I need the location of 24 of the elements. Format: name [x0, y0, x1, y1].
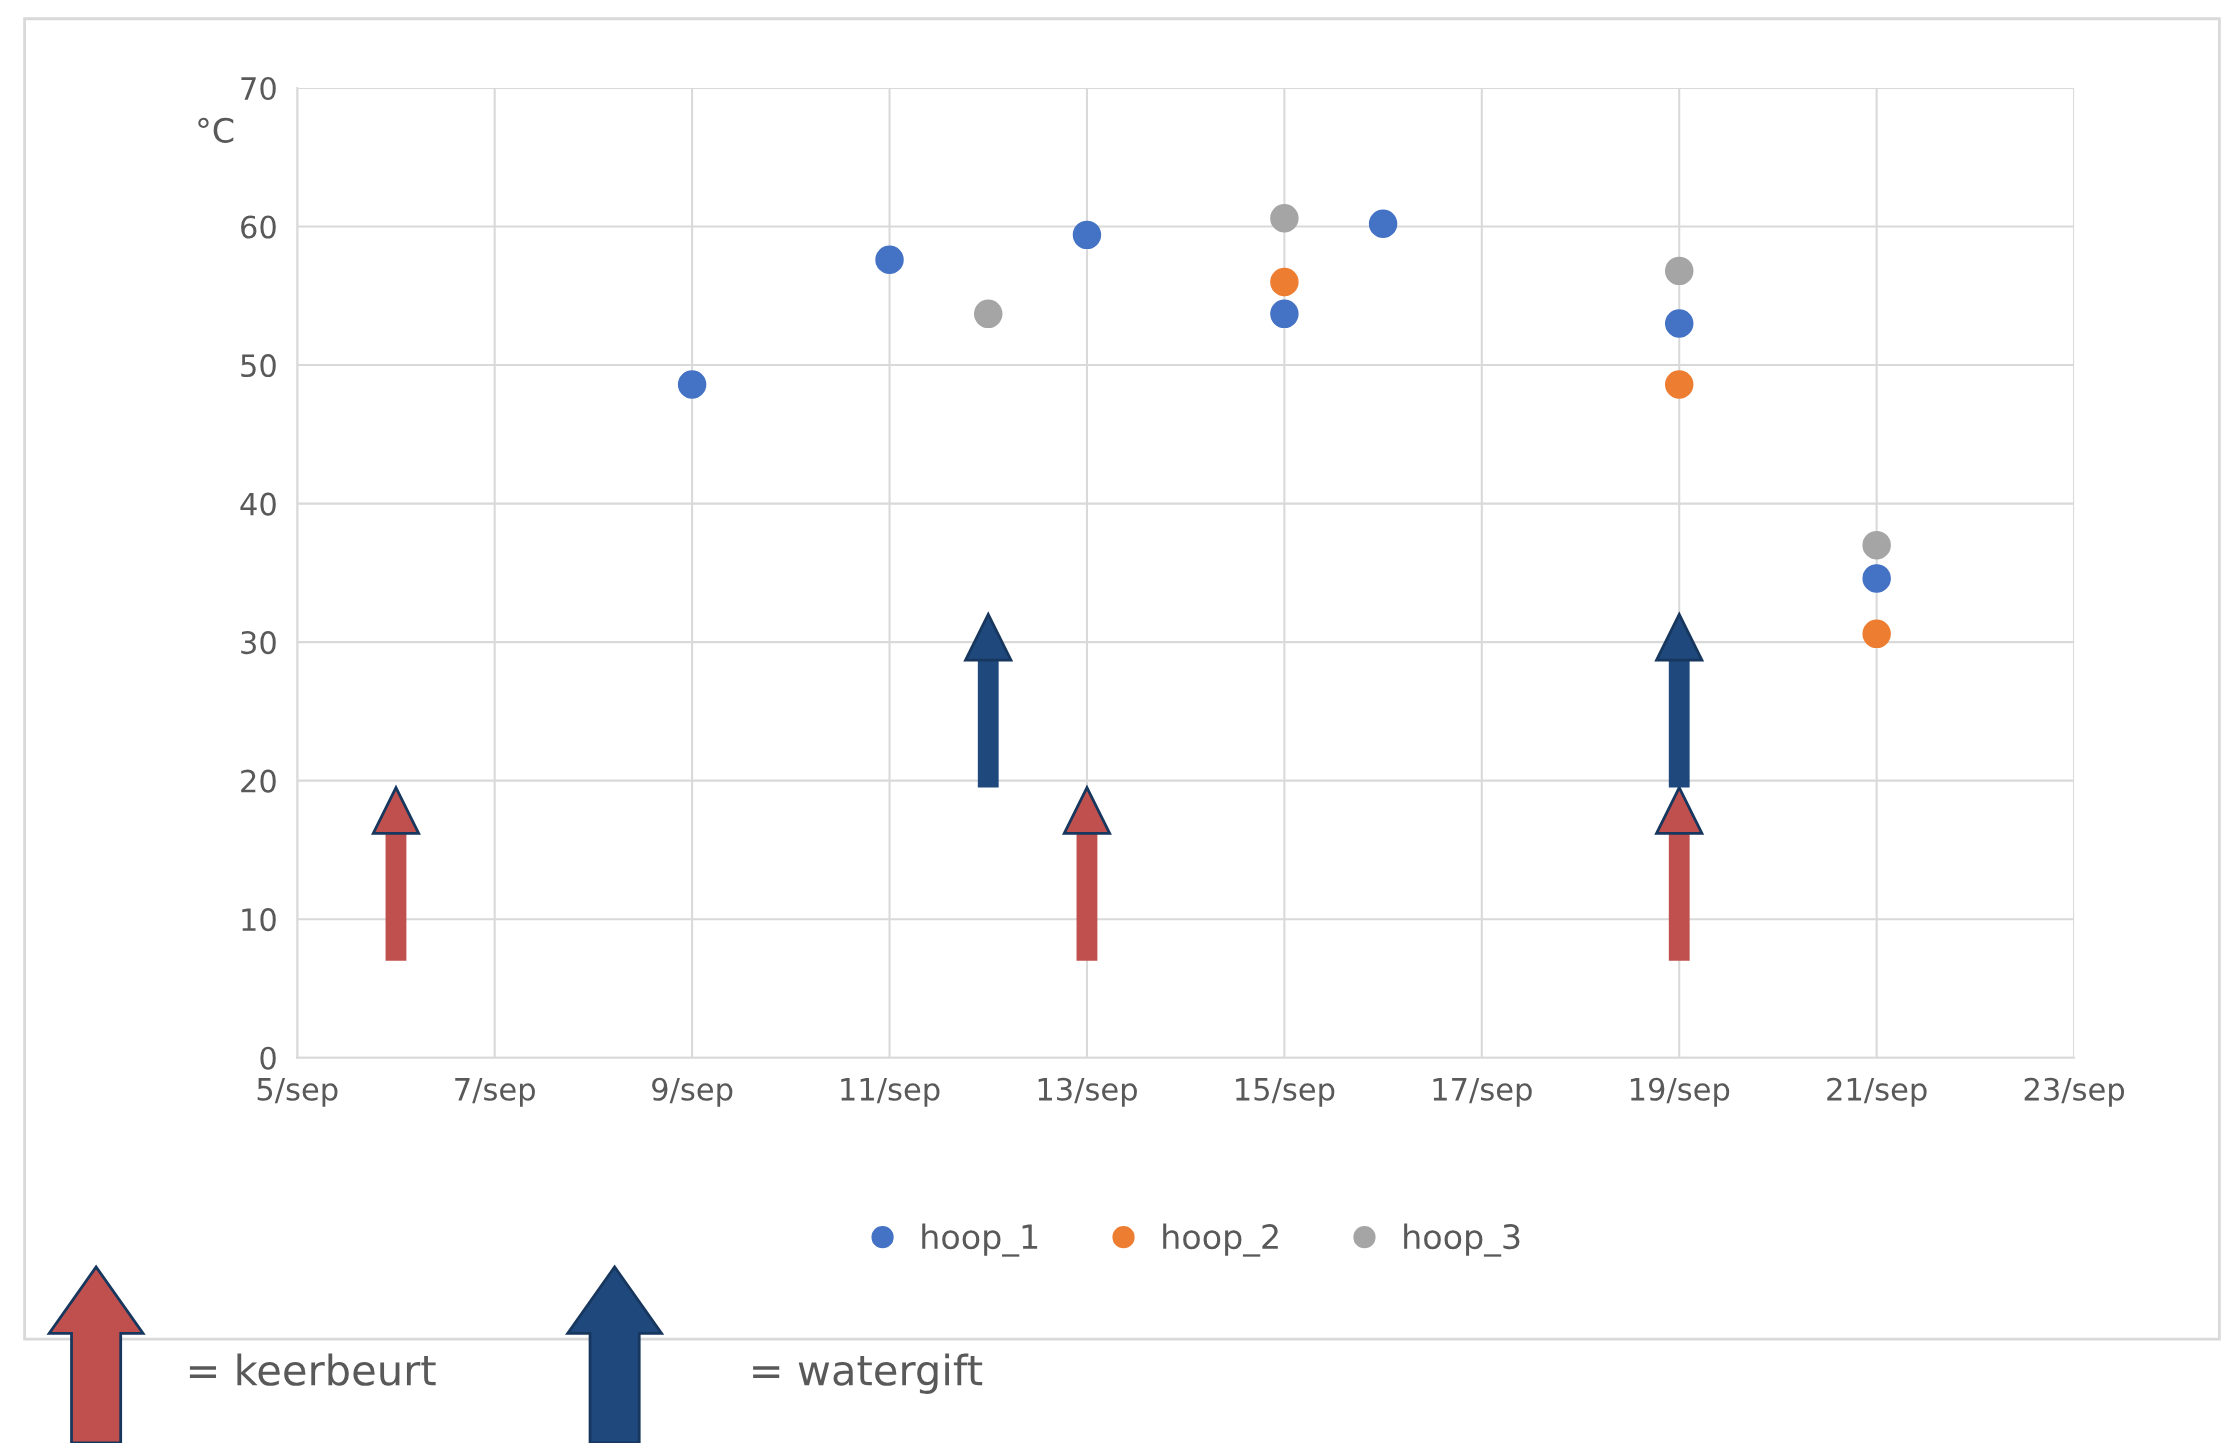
legend-label: hoop_2	[1163, 1223, 1278, 1257]
x-tick-label: 13/sep	[1038, 1077, 1137, 1107]
x-tick-label: 11/sep	[841, 1078, 940, 1107]
x-tick-label: 21/sep	[1827, 1077, 1927, 1107]
x-tick-label: 5/sep	[257, 1078, 338, 1107]
y-axis-title: °C	[198, 117, 234, 143]
x-tick-label: 15/sep	[1236, 1078, 1335, 1107]
y-tick-label: 0	[260, 1046, 276, 1070]
x-tick-label: 19/sep	[1630, 1077, 1730, 1107]
y-tick-label: 60	[241, 215, 276, 239]
y-tick-label: 40	[240, 492, 276, 516]
y-tick-label: 50	[241, 354, 276, 378]
x-tick-label: 23/sep	[2024, 1077, 2125, 1107]
y-tick-label: 30	[241, 631, 276, 655]
text: = keerbeurt	[189, 1353, 436, 1386]
x-tick-label: 9/sep	[652, 1077, 733, 1107]
x-tick-label: 17/sep	[1433, 1078, 1532, 1107]
x-tick-label: 7/sep	[455, 1078, 535, 1107]
y-tick-label: 70	[241, 76, 276, 101]
y-tick-label: 10	[242, 908, 276, 932]
y-tick-label: 20	[241, 769, 276, 793]
text: = watergift	[753, 1353, 983, 1394]
legend-label: hoop_3	[1404, 1223, 1520, 1257]
legend-label: hoop_1	[922, 1223, 1038, 1257]
